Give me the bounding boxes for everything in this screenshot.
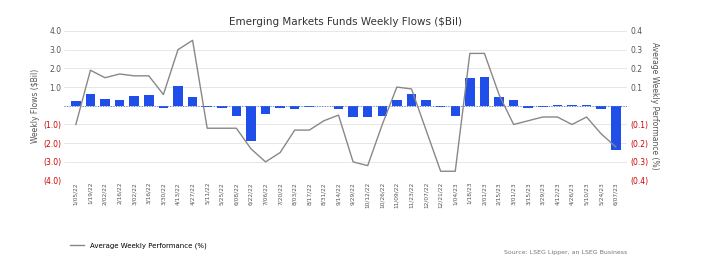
Bar: [71, 101, 81, 106]
Bar: [304, 106, 314, 107]
Bar: [101, 99, 110, 106]
Bar: [538, 106, 548, 107]
Bar: [611, 106, 620, 150]
Bar: [378, 106, 387, 116]
Bar: [436, 106, 446, 107]
Text: Source: LSEG Lipper, an LSEG Business: Source: LSEG Lipper, an LSEG Business: [504, 251, 627, 255]
Bar: [188, 97, 198, 106]
Bar: [261, 106, 270, 114]
Bar: [130, 96, 139, 106]
Bar: [392, 100, 401, 106]
Bar: [246, 106, 256, 141]
Bar: [480, 77, 489, 106]
Bar: [465, 78, 475, 106]
Bar: [597, 106, 606, 109]
Bar: [232, 106, 241, 116]
Bar: [509, 100, 518, 106]
Bar: [349, 106, 358, 117]
Bar: [202, 106, 212, 107]
Bar: [86, 94, 95, 106]
Bar: [159, 106, 168, 108]
Bar: [451, 106, 460, 116]
Title: Emerging Markets Funds Weekly Flows ($Bil): Emerging Markets Funds Weekly Flows ($Bi…: [230, 17, 462, 27]
Bar: [421, 100, 431, 106]
Bar: [275, 106, 285, 108]
Bar: [334, 106, 343, 109]
Bar: [494, 97, 504, 106]
Y-axis label: Average Weekly Performance (%): Average Weekly Performance (%): [650, 42, 660, 170]
Bar: [290, 106, 299, 109]
Bar: [406, 94, 416, 106]
Bar: [217, 106, 227, 108]
Bar: [115, 100, 124, 106]
Bar: [173, 86, 183, 106]
Bar: [363, 106, 372, 117]
Legend: Average Weekly Performance (%): Average Weekly Performance (%): [68, 240, 210, 252]
Bar: [523, 106, 533, 108]
Bar: [144, 95, 153, 106]
Y-axis label: Weekly Flows ($Bil): Weekly Flows ($Bil): [31, 69, 41, 143]
